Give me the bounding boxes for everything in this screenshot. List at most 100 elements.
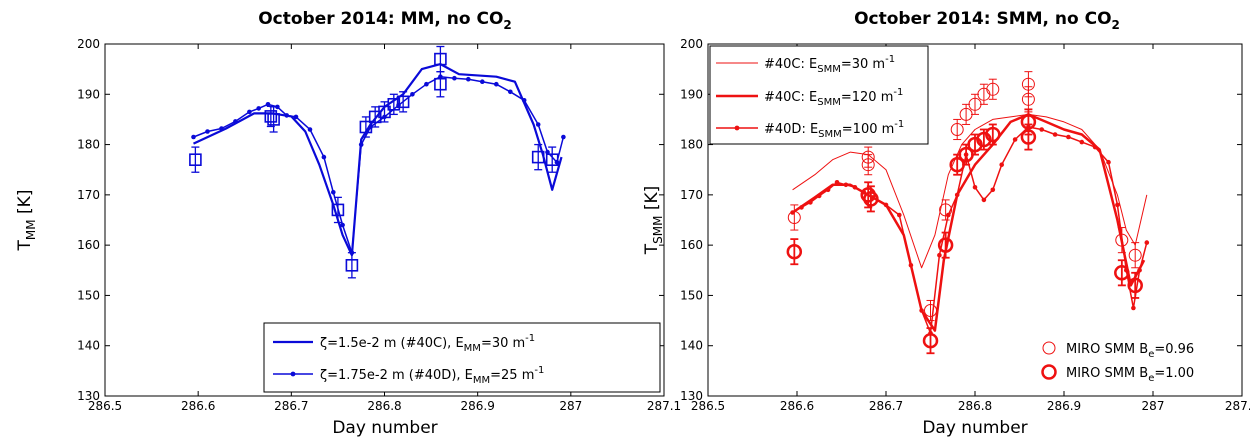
right-series-3-point — [919, 308, 924, 313]
right-legend-label-1: #40C: ESMM=30 m-1 — [764, 54, 895, 75]
left-obs-square-marker — [189, 153, 202, 166]
left-y-tick-label: 160 — [77, 238, 100, 252]
left-series-2-point — [466, 76, 471, 82]
right-obs-small-circle — [1115, 233, 1129, 247]
right-series-3-point — [1106, 159, 1111, 165]
right-y-tick-label: 150 — [680, 288, 703, 302]
right-series-3-point — [1092, 144, 1098, 150]
right-legend-lines: #40C: ESMM=30 m-1 #40C: ESMM=120 m-1 #40… — [709, 45, 929, 145]
left-obs-square-marker — [434, 52, 447, 66]
left-x-tick-label: 287.1 — [647, 399, 681, 413]
left-y-axis-label: TMM [K] — [15, 190, 38, 252]
left-series-2-point — [219, 126, 224, 131]
right-series-3-point — [999, 162, 1004, 167]
left-obs-square-marker — [345, 258, 359, 272]
right-series-3-point — [816, 193, 822, 199]
right-series-3-point — [1131, 305, 1136, 311]
right-y-tick-label: 160 — [680, 238, 703, 252]
right-panel: October 2014: SMM, no CO2 286.5 286.6 286.… — [642, 9, 1250, 438]
left-obs-square-marker — [387, 98, 401, 111]
right-x-tick-label: 287.1 — [1225, 399, 1250, 413]
right-series-3-point — [1012, 137, 1018, 142]
right-x-tick-label: 286.6 — [780, 399, 814, 413]
right-legend-obs-large-marker — [1041, 364, 1057, 380]
right-x-tick-label: 286.8 — [958, 399, 992, 413]
left-series-2-point — [256, 106, 262, 111]
right-chart-title: October 2014: SMM, no CO2 — [854, 9, 1120, 32]
left-y-tick-label: 150 — [77, 288, 100, 302]
right-obs-large-circle — [937, 237, 954, 253]
right-series-3-point — [1115, 202, 1120, 208]
right-obs-large-circle — [1020, 129, 1037, 145]
left-chart-title: October 2014: MM, no CO2 — [258, 9, 512, 32]
right-legend-label-3: #40D: ESMM=100 m-1 — [764, 119, 904, 140]
left-obs-square-marker — [434, 77, 447, 91]
right-obs-large-circle — [786, 243, 803, 260]
right-series-3-point — [908, 263, 914, 268]
right-legend-obs-small-label: MIRO SMM Be=0.96 — [1066, 342, 1194, 360]
left-series-2-point — [247, 109, 252, 115]
left-x-tick-label: 286.8 — [367, 399, 401, 413]
left-series-2-point — [545, 149, 550, 155]
right-series-3-point — [1066, 134, 1071, 140]
right-legend-obs-small-marker — [1042, 341, 1056, 355]
left-series-2-point — [508, 89, 513, 95]
right-y-axis-label: TSMM [K] — [642, 186, 665, 256]
right-series-3-point — [834, 180, 840, 185]
left-x-axis-label: Day number — [332, 418, 437, 438]
right-observation-group — [786, 71, 1143, 355]
left-series-2-point — [191, 134, 196, 140]
right-series-3-point — [981, 197, 987, 203]
right-y-tick-label: 180 — [680, 138, 703, 152]
left-series-2-point — [284, 113, 290, 118]
left-obs-square-marker — [267, 113, 280, 126]
left-series-2-point — [331, 190, 336, 195]
left-x-tick-label: 286.5 — [88, 399, 122, 413]
right-obs-small-circle — [924, 304, 937, 317]
left-y-tick-label: 130 — [77, 389, 100, 403]
right-y-tick-label: 130 — [680, 389, 703, 403]
left-series-2-point — [307, 127, 313, 132]
right-series-3-point — [897, 212, 902, 218]
right-legend-swatch-dot — [734, 125, 740, 131]
right-series-3-point — [1039, 127, 1044, 132]
left-obs-square-marker — [331, 203, 345, 217]
left-obs-square-marker — [545, 153, 559, 166]
right-legend-observations: MIRO SMM Be=0.96 MIRO SMM Be=1.00 — [1041, 341, 1194, 384]
right-series-3-point — [883, 202, 889, 208]
left-x-tick-label: 286.9 — [460, 399, 494, 413]
right-obs-small-circle — [787, 211, 801, 224]
left-series-2-point — [424, 81, 429, 87]
left-panel: October 2014: MM, no CO2 286.5 286.6 286.7… — [15, 9, 681, 438]
left-obs-square-marker — [378, 105, 391, 119]
left-series-2-point — [535, 122, 541, 127]
right-legend-label-2: #40C: ESMM=120 m-1 — [764, 87, 903, 108]
right-series-3-point — [937, 252, 942, 258]
left-y-tick-label: 140 — [77, 339, 100, 353]
right-obs-small-circle — [939, 203, 953, 217]
left-obs-square-marker — [264, 110, 278, 123]
left-axis-ticks: 286.5 286.6 286.7 286.8 286.9 287 287.1 130 140 1… — [77, 37, 681, 413]
right-y-tick-label: 190 — [680, 87, 703, 101]
right-axis-ticks: 286.5 286.6 286.7 286.8 286.9 287 287.1 130 140 1… — [680, 37, 1250, 413]
left-series-2-point — [205, 129, 210, 134]
left-observation-group — [189, 45, 559, 279]
left-series-2-point — [452, 75, 457, 81]
left-legend-swatch-dot — [290, 371, 296, 377]
left-legend-box — [263, 322, 661, 393]
left-x-tick-label: 286.7 — [274, 399, 308, 413]
left-legend-label-2: ζ=1.75e-2 m (#40D), EMM=25 m-1 — [320, 365, 544, 386]
right-x-tick-label: 286.9 — [1047, 399, 1081, 413]
left-y-tick-label: 190 — [77, 87, 100, 101]
left-series-2-point — [521, 98, 527, 103]
left-series-2-point — [293, 114, 299, 120]
left-x-tick-label: 287 — [559, 399, 582, 413]
right-obs-small-circle — [950, 123, 964, 136]
left-series-2-point — [340, 222, 345, 228]
right-obs-small-circle — [861, 158, 875, 172]
right-obs-small-circle — [986, 82, 1000, 96]
right-series-3-point — [954, 192, 960, 198]
right-obs-large-circle — [863, 191, 879, 207]
right-series-3-point — [825, 187, 831, 193]
left-series-2-point — [321, 154, 327, 160]
